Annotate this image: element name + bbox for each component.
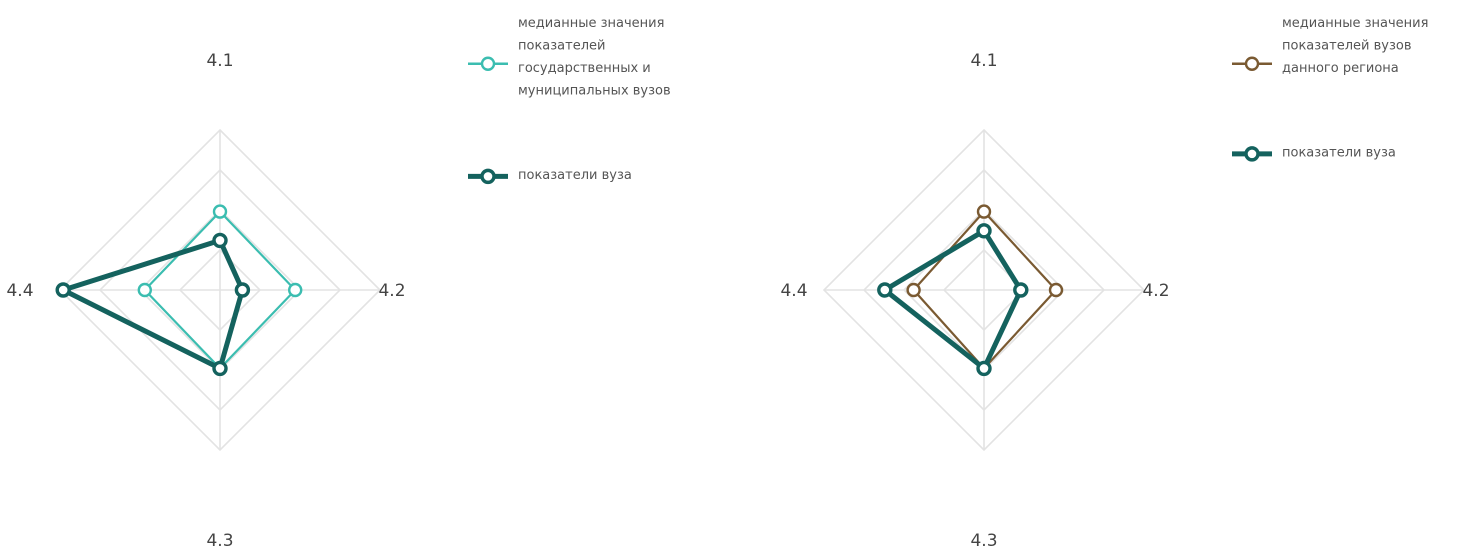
axis-label-4-2: 4.2: [1142, 281, 1169, 301]
axis-label-4-1: 4.1: [206, 51, 233, 71]
legend-label-0-3: муниципальных вузов: [518, 84, 671, 99]
axis-label-4-4: 4.4: [780, 281, 807, 301]
data-point-1-3: [877, 282, 893, 298]
data-point-1-1: [1013, 282, 1029, 298]
axis-label-4-3: 4.3: [206, 531, 233, 549]
data-point-0-1: [1048, 282, 1064, 298]
legend-label-0-2: данного региона: [1282, 61, 1399, 76]
legend-label-0-2: государственных и: [518, 61, 651, 76]
axis-label-4-1: 4.1: [970, 51, 997, 71]
data-point-1-0: [212, 232, 228, 249]
legend-swatch-marker-0: [1244, 56, 1260, 71]
data-point-0-0: [212, 204, 228, 219]
data-point-1-2: [212, 360, 228, 377]
legend-swatch-marker-1: [480, 168, 496, 185]
data-point-0-1: [288, 282, 303, 298]
data-point-1-1: [234, 282, 251, 298]
axis-label-4-2: 4.2: [378, 281, 405, 301]
data-point-0-0: [976, 204, 992, 219]
legend-label-0-1: показателей: [518, 39, 605, 54]
legend-label-0-0: медианные значения: [518, 16, 664, 31]
legend-swatch-marker-0: [480, 56, 496, 71]
legend-label-1-0: показатели вуза: [518, 168, 632, 183]
axis-label-4-4: 4.4: [6, 281, 33, 301]
data-point-1-3: [55, 282, 71, 298]
data-point-0-3: [137, 282, 153, 298]
data-point-1-2: [976, 360, 992, 377]
legend-label-0-0: медианные значения: [1282, 16, 1428, 31]
legend-label-1-0: показатели вуза: [1282, 146, 1396, 161]
radar-chart-0: 4.1 4.2 4.3 4.4 медианные значения показателе…: [6, 16, 670, 549]
axis-label-4-3: 4.3: [970, 531, 997, 549]
legend-swatch-marker-1: [1244, 146, 1260, 162]
data-point-1-0: [976, 223, 992, 239]
legend-label-0-1: показателей вузов: [1282, 39, 1412, 54]
data-point-0-3: [906, 282, 921, 298]
radar-chart-1: 4.1 4.2 4.3 4.4 медианные значения показателе…: [780, 16, 1428, 549]
